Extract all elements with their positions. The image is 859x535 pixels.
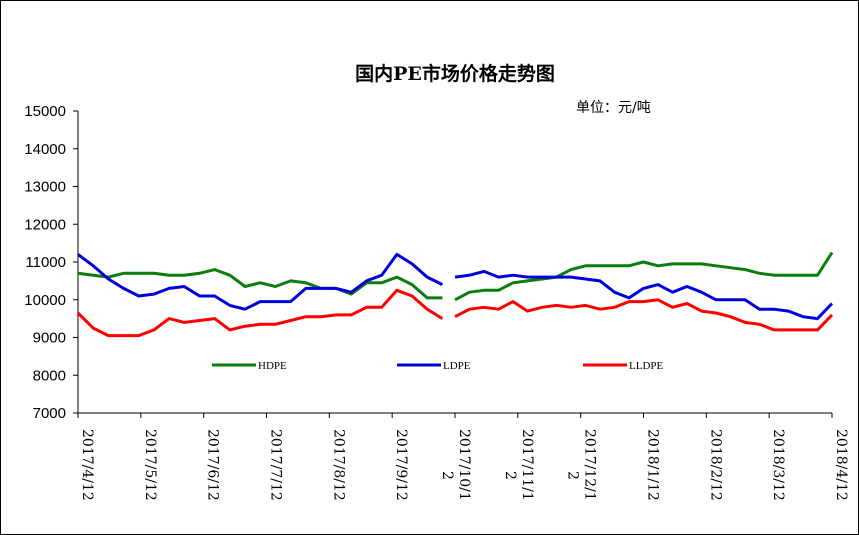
y-axis-ticks: 7000 8000 9000 10000 11000 12000 13000 14000 150…	[24, 103, 78, 422]
x-tick-label: 2017/11/1	[519, 429, 535, 501]
legend-label-lldpe: LLDPE	[629, 360, 664, 372]
series-line-hdpe	[77, 268, 443, 300]
x-tick-label-wrap: 2	[439, 471, 455, 480]
x-tick-label: 2017/10/1	[456, 429, 472, 501]
x-tick-label: 2018/3/12	[770, 429, 786, 501]
y-tick-label: 7000	[33, 405, 66, 422]
x-tick-label: 2017/5/12	[142, 429, 158, 501]
x-tick-label-wrap: 2	[565, 471, 581, 480]
series-line-ldpe	[77, 252, 444, 311]
x-tick-label: 2018/2/12	[707, 429, 723, 501]
series-line-lldpe	[76, 288, 444, 338]
chart-title: 国内PE市场价格走势图	[355, 62, 555, 85]
x-tick-label: 2017/8/12	[330, 429, 346, 501]
x-tick-label: 2017/12/1	[582, 429, 598, 501]
x-tick-label: 2018/1/12	[645, 429, 661, 501]
series-line-ldpe	[454, 269, 834, 321]
x-tick-label-wrap: 2	[502, 471, 518, 480]
x-axis-ticks: 2017/4/12 2017/5/12 2017/6/12 2017/7/12 2017…	[77, 413, 849, 501]
x-tick-label: 2017/7/12	[268, 429, 284, 501]
legend-label-ldpe: LDPE	[443, 360, 471, 372]
series-lines	[76, 251, 834, 338]
y-tick-label: 14000	[24, 141, 66, 158]
series-line-lldpe	[454, 298, 834, 332]
x-tick-label: 2017/4/12	[79, 429, 95, 501]
legend-label-hdpe: HDPE	[258, 360, 287, 372]
y-tick-label: 13000	[24, 179, 66, 196]
y-tick-label: 15000	[24, 103, 66, 120]
y-tick-label: 8000	[33, 367, 66, 384]
x-tick-label: 2018/4/12	[833, 429, 849, 501]
x-tick-label: 2017/9/12	[393, 429, 409, 501]
y-tick-label: 12000	[24, 216, 66, 233]
legend: HDPE LDPE LLDPE	[212, 360, 664, 372]
unit-label: 单位：元/吨	[576, 100, 651, 116]
series-line-hdpe	[454, 251, 834, 302]
y-tick-label: 11000	[25, 254, 66, 271]
x-tick-label: 2017/6/12	[205, 429, 221, 501]
y-tick-label: 9000	[33, 330, 66, 347]
y-tick-label: 10000	[24, 292, 66, 309]
